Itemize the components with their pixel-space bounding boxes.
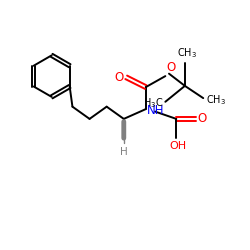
Text: OH: OH bbox=[169, 142, 186, 152]
Text: O: O bbox=[198, 112, 207, 126]
Text: CH$_3$: CH$_3$ bbox=[177, 46, 197, 60]
Text: O: O bbox=[166, 61, 176, 74]
Text: CH$_3$: CH$_3$ bbox=[206, 93, 226, 107]
Text: O: O bbox=[114, 71, 123, 84]
Text: H: H bbox=[120, 147, 128, 157]
Text: NH: NH bbox=[147, 104, 164, 117]
Text: H$_3$C: H$_3$C bbox=[143, 96, 164, 110]
